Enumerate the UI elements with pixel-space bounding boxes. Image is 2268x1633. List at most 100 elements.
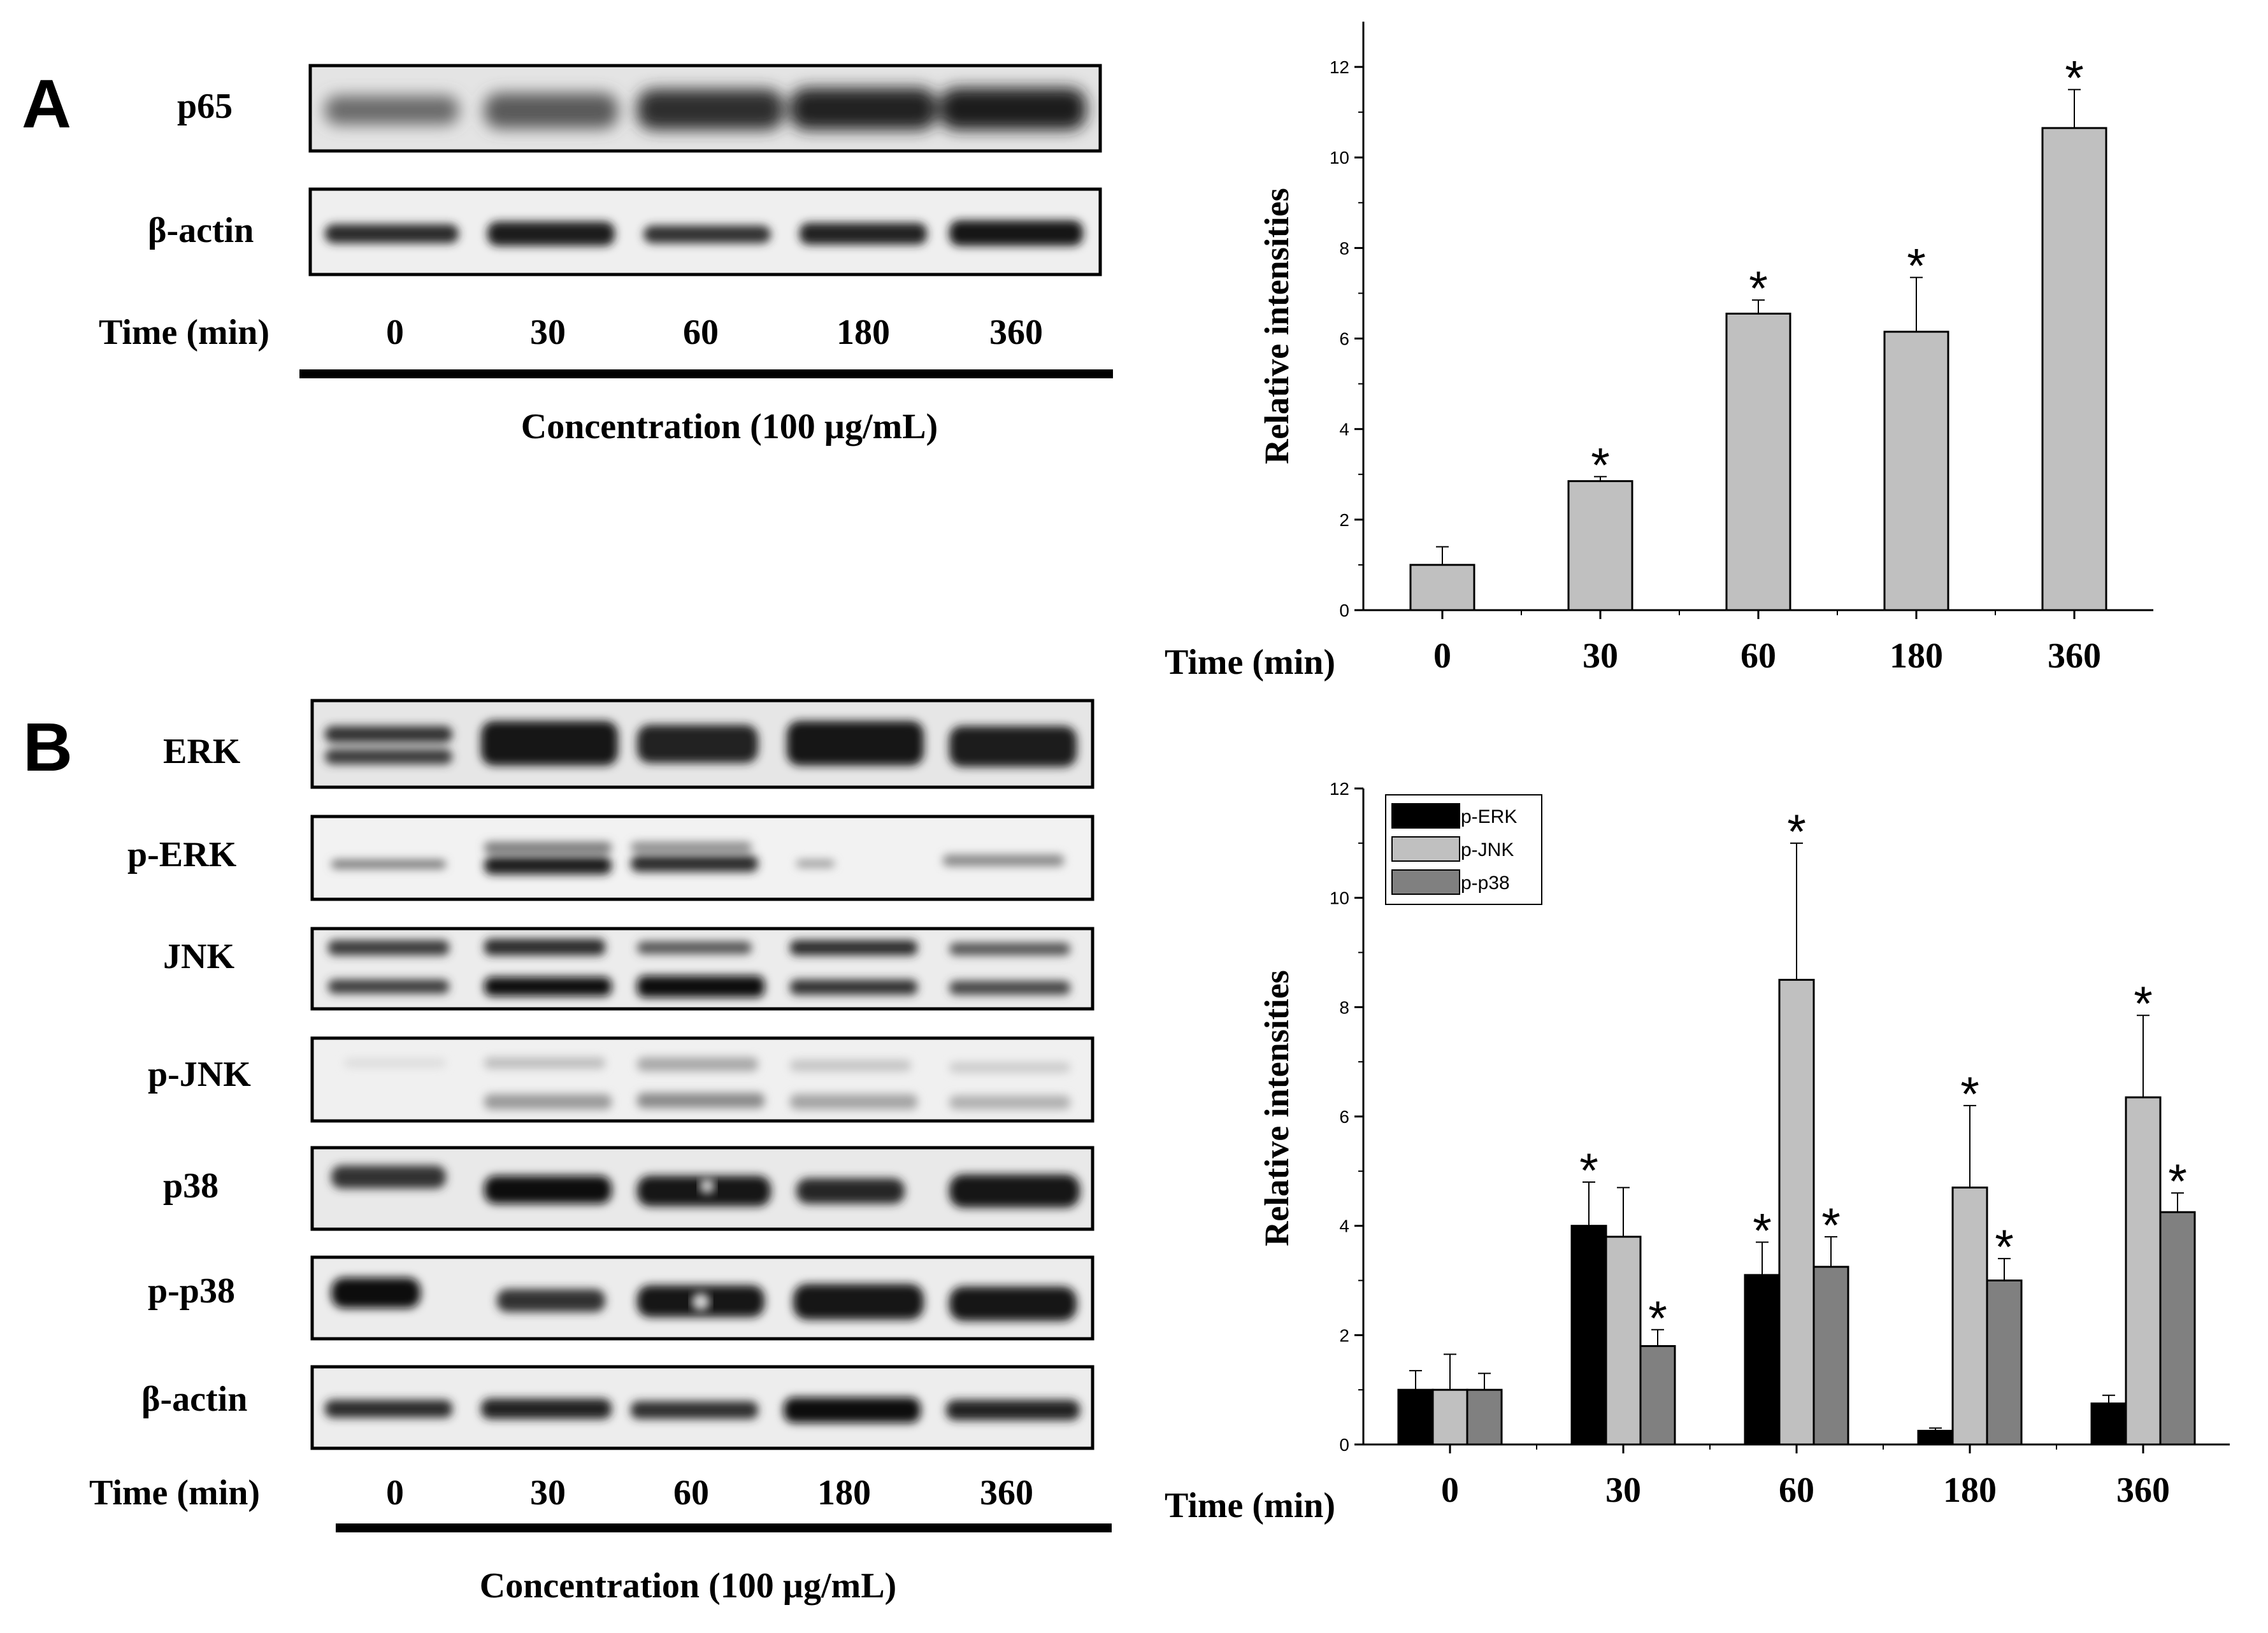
- blot-b: ERK p-ERK JNK p-JNK p38 p-p38 β-actin: [89, 699, 1112, 1606]
- blot-b-label-p38: p38: [163, 1166, 219, 1206]
- chart-b-p-p38-bar: [1986, 1280, 2023, 1446]
- blot-a-strip-p65: [308, 64, 1102, 153]
- chart-a-y-tick-label: 4: [1339, 420, 1349, 439]
- chart-a-y-tick-label: 0: [1339, 601, 1349, 620]
- chart-b-p-ERK-significance-star: *: [1579, 1144, 1598, 1198]
- chart-a-bar: [1883, 331, 1949, 611]
- blot-a-time-30: 30: [530, 313, 566, 352]
- chart-b-p-p38-significance-star: *: [1995, 1220, 2014, 1274]
- chart-b-y-tick-label: 8: [1339, 997, 1349, 1017]
- chart-a-x-tick-label: 30: [1583, 636, 1618, 676]
- blot-a-time-360: 360: [989, 313, 1043, 352]
- chart-b-p-p38-bar: [1466, 1388, 1503, 1446]
- chart-a-x-tick-label: 0: [1433, 636, 1451, 676]
- chart-b-legend: p-ERK p-JNK p-p38: [1385, 794, 1542, 905]
- blot-b-time-label: Time (min): [89, 1473, 260, 1513]
- chart-b-p-JNK-significance-star: *: [1787, 805, 1806, 859]
- chart-a-ylabel: Relative intensities: [1258, 188, 1296, 464]
- blot-b-strip-jnk: [310, 927, 1095, 1011]
- chart-b-p-ERK-bar: [1397, 1388, 1434, 1446]
- chart-b-x-tick-label: 0: [1441, 1471, 1459, 1510]
- chart-b-p-JNK-bar: [1778, 978, 1815, 1446]
- chart-a-bar: [1567, 480, 1633, 611]
- blot-a-concentration-bar: [299, 369, 1113, 378]
- chart-b-x-tick-label: 180: [1943, 1471, 1997, 1510]
- blot-b-concentration-label: Concentration (100 µg/mL): [480, 1566, 896, 1606]
- blot-b-label-erk: ERK: [163, 732, 241, 771]
- chart-a-y-tick-label: 2: [1339, 510, 1349, 530]
- chart-b-p-JNK-bar: [2125, 1096, 2162, 1446]
- blot-b-strip-p-erk: [310, 815, 1095, 901]
- chart-b-legend-swatch: [1391, 803, 1460, 829]
- chart-b-y-tick-label: 0: [1339, 1435, 1349, 1455]
- blot-b-strip-p-p38: [310, 1255, 1095, 1341]
- chart-b-p-p38-significance-star: *: [1648, 1292, 1667, 1346]
- chart-b-p-JNK-bar: [1432, 1388, 1468, 1446]
- chart-b-p-p38-bar: [1639, 1345, 1676, 1446]
- chart-a-significance-star: *: [1907, 239, 1926, 294]
- chart-b-y-tick-label: 6: [1339, 1107, 1349, 1127]
- panel-label-a: A: [22, 65, 71, 142]
- blot-b-time-180: 180: [817, 1473, 871, 1513]
- chart-b-axes: 0 2 4 6 8 10 12 0 30 60 180 360: [1330, 779, 2230, 1510]
- chart-b-xlabel: Time (min): [1165, 1486, 1335, 1525]
- chart-a-y-tick-label: 6: [1339, 329, 1349, 349]
- chart-a-x-tick-label: 180: [1890, 636, 1943, 676]
- chart-b-p-JNK-bar: [1605, 1236, 1642, 1446]
- chart-b-p-p38-significance-star: *: [1821, 1199, 1841, 1253]
- chart-b-legend-swatch: [1391, 869, 1460, 895]
- chart-b-y-tick-label: 10: [1330, 888, 1349, 908]
- blot-b-concentration-bar: [336, 1523, 1112, 1532]
- chart-b-ylabel: Relative intensities: [1258, 970, 1296, 1246]
- blot-a-concentration-label: Concentration (100 µg/mL): [521, 407, 938, 446]
- chart-b: 0 2 4 6 8 10 12 0 30 60 180 360 * * * * * * * * * Relative …: [1165, 779, 2230, 1525]
- chart-a-bar: [2041, 127, 2107, 611]
- chart-b-x-tick-label: 360: [2116, 1471, 2170, 1510]
- chart-a-significance-star: *: [1591, 438, 1610, 492]
- blot-b-label-beta-actin: β-actin: [141, 1380, 247, 1419]
- chart-a-y-tick-label: 10: [1330, 148, 1349, 168]
- chart-a: 0 2 4 6 8 10 12 0 30 60 180 360 * * * * Relative inten…: [1165, 22, 2153, 682]
- chart-b-y-tick-label: 4: [1339, 1216, 1349, 1236]
- panel-label-b: B: [23, 708, 73, 785]
- chart-a-bars: * * * *: [1409, 52, 2107, 611]
- chart-a-xlabel: Time (min): [1165, 643, 1335, 682]
- chart-a-significance-star: *: [2065, 52, 2084, 106]
- chart-b-p-JNK-significance-star: *: [2134, 977, 2153, 1031]
- chart-b-p-p38-bar: [2159, 1211, 2196, 1446]
- blot-b-strip-beta-actin: [310, 1365, 1095, 1450]
- blot-a: p65 β-actin Time (min) 0 30: [99, 64, 1113, 446]
- blot-a-time-180: 180: [836, 313, 890, 352]
- chart-b-p-ERK-significance-star: *: [1753, 1204, 1772, 1258]
- blot-b-time-0: 0: [386, 1473, 404, 1513]
- chart-b-p-JNK-significance-star: *: [1960, 1067, 1979, 1122]
- blot-b-strip-erk: [310, 699, 1095, 789]
- chart-b-p-JNK-bar: [1951, 1187, 1988, 1446]
- blot-b-label-p-p38: p-p38: [148, 1271, 235, 1311]
- chart-b-y-tick-label: 12: [1330, 779, 1349, 799]
- blot-a-label-p65: p65: [177, 87, 233, 126]
- chart-b-legend-swatch: [1391, 836, 1460, 862]
- blot-b-time-60: 60: [673, 1473, 709, 1513]
- blot-a-label-beta-actin: β-actin: [148, 211, 254, 250]
- chart-b-legend-label: p-ERK: [1461, 806, 1517, 827]
- chart-b-bars: * * * * * * * * *: [1397, 805, 2196, 1446]
- blot-b-time-360: 360: [980, 1473, 1033, 1513]
- blot-a-time-60: 60: [683, 313, 719, 352]
- blot-b-label-p-jnk: p-JNK: [148, 1055, 251, 1094]
- blot-a-time-0: 0: [386, 313, 404, 352]
- chart-a-x-tick-label: 60: [1740, 636, 1776, 676]
- blot-b-label-jnk: JNK: [163, 937, 234, 976]
- chart-b-y-tick-label: 2: [1339, 1325, 1349, 1345]
- chart-b-p-ERK-bar: [1744, 1274, 1781, 1446]
- chart-a-bar: [1409, 564, 1475, 611]
- chart-a-x-tick-label: 360: [2048, 636, 2101, 676]
- chart-a-axes: 0 2 4 6 8 10 12 0 30 60 180 360: [1330, 22, 2153, 676]
- chart-b-p-ERK-bar: [1570, 1225, 1607, 1446]
- chart-b-p-p38-bar: [1812, 1266, 1849, 1446]
- chart-b-legend-label: p-p38: [1461, 873, 1510, 894]
- chart-b-x-tick-label: 60: [1779, 1471, 1814, 1510]
- blot-b-strip-p38: [310, 1146, 1095, 1231]
- blot-b-time-30: 30: [530, 1473, 566, 1513]
